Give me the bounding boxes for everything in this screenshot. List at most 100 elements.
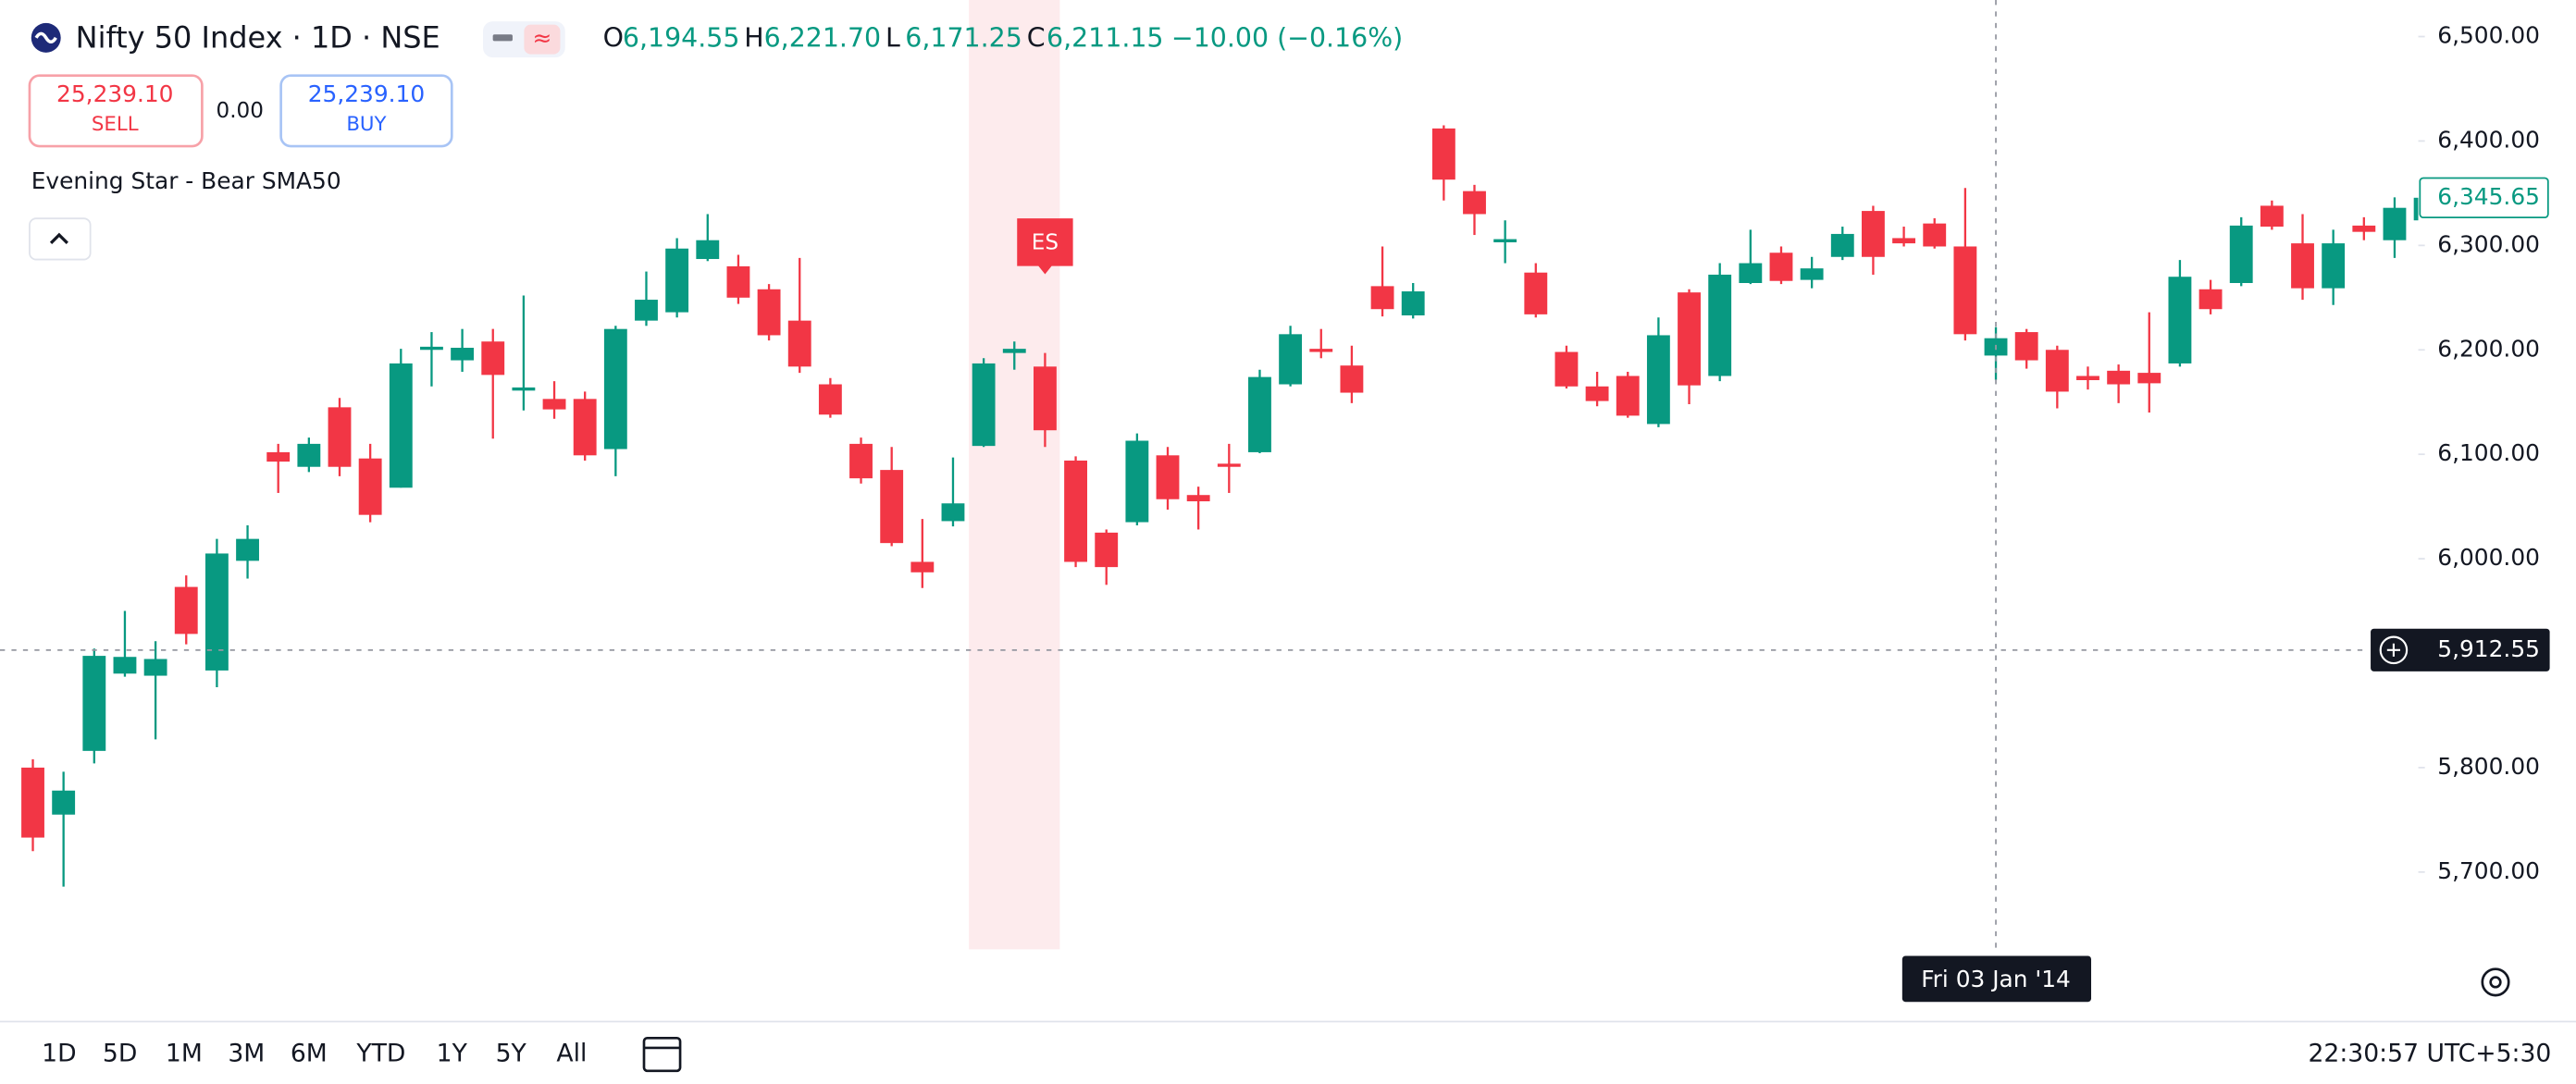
range-button[interactable]: 1M bbox=[166, 1040, 203, 1068]
add-alert-icon bbox=[2379, 635, 2409, 665]
candle-body bbox=[52, 790, 76, 815]
ohlc-key: H bbox=[744, 23, 763, 54]
candle-body bbox=[1524, 272, 1548, 314]
y-tick-label: 6,500.00 bbox=[2437, 22, 2540, 49]
ohlc-value: 6,194.55 bbox=[623, 23, 739, 54]
candle-body bbox=[1769, 253, 1793, 281]
pattern-band bbox=[969, 0, 1060, 950]
crosshair-date-box bbox=[1901, 955, 2092, 1003]
y-tick-label: 5,700.00 bbox=[2437, 857, 2540, 884]
last-price-box bbox=[2419, 177, 2549, 218]
candle-body bbox=[1892, 238, 1916, 244]
range-button[interactable]: 1D bbox=[42, 1040, 76, 1068]
candle-body bbox=[1309, 349, 1333, 352]
candle-body bbox=[1431, 128, 1455, 180]
candle-body bbox=[2260, 205, 2284, 228]
candle-body bbox=[2168, 277, 2192, 363]
settings-button[interactable] bbox=[2481, 967, 2510, 997]
candle-body bbox=[787, 320, 811, 367]
candle-body bbox=[328, 407, 352, 467]
compare-glyph: ≈ bbox=[533, 25, 552, 52]
candle-body bbox=[358, 458, 382, 515]
y-tick-label: 6,200.00 bbox=[2437, 335, 2540, 362]
candle-body bbox=[1862, 211, 1885, 257]
indicator-label[interactable]: Evening Star - Bear SMA50 bbox=[31, 167, 341, 194]
candle-body bbox=[1463, 191, 1486, 215]
candle-body bbox=[1953, 246, 1977, 335]
add-alert-plus bbox=[2386, 643, 2401, 657]
y-tick-label: 6,300.00 bbox=[2437, 230, 2540, 257]
range-button[interactable]: YTD bbox=[355, 1040, 405, 1068]
ohlc-key: C bbox=[1027, 23, 1046, 54]
range-button[interactable]: 5Y bbox=[496, 1040, 527, 1068]
candle-body bbox=[1248, 376, 1271, 452]
chevron-icon bbox=[49, 232, 68, 244]
candle-body bbox=[910, 561, 935, 573]
candle-body bbox=[1125, 440, 1149, 523]
candle-body bbox=[174, 586, 198, 634]
candle-body bbox=[2076, 376, 2099, 381]
candle-body bbox=[1370, 286, 1394, 310]
symbol-title[interactable]: Nifty 50 Index · 1D · NSE bbox=[76, 20, 440, 55]
candle-body bbox=[757, 289, 781, 336]
collapse-button[interactable] bbox=[29, 217, 92, 261]
settings-icon bbox=[2489, 976, 2502, 989]
logo-mark bbox=[34, 31, 57, 44]
candle-body bbox=[2322, 243, 2346, 289]
ohlc-value: 6,211.15 bbox=[1046, 23, 1163, 54]
ohlc-key: O bbox=[603, 23, 624, 54]
range-toolbar: 1D 5D 1M 3M 6M YTD 1Y 5Y All bbox=[42, 1040, 587, 1068]
range-button[interactable]: 6M bbox=[291, 1040, 328, 1068]
ohlc-legend: O6,194.55 H 6,221.70 L 6,171.25 C 6,211.15 −10.… bbox=[603, 23, 1404, 54]
candle-body bbox=[1279, 334, 1303, 385]
y-tick-label: 6,400.00 bbox=[2437, 126, 2540, 153]
collapse-icon bbox=[492, 34, 513, 42]
ohlc-value: 6,171.25 bbox=[905, 23, 1022, 54]
plot-area: Oct8142125Nov81421Dec612182413172ES bbox=[21, 0, 2419, 950]
candle-body bbox=[818, 384, 842, 415]
candle-body bbox=[849, 443, 873, 479]
candle-body bbox=[1830, 233, 1854, 257]
date-range-button[interactable] bbox=[642, 1036, 682, 1073]
candle-body bbox=[143, 659, 167, 676]
candle-body bbox=[972, 363, 996, 447]
range-button[interactable]: 3M bbox=[228, 1040, 265, 1068]
candle-body bbox=[297, 443, 321, 467]
y-tick-label: 5,800.00 bbox=[2437, 753, 2540, 780]
candle-body bbox=[1401, 291, 1425, 316]
range-button[interactable]: 5D bbox=[103, 1040, 137, 1068]
y-tick-label: 6,100.00 bbox=[2437, 439, 2540, 466]
spread: 0.00 bbox=[217, 99, 264, 123]
last-price-label: 6,345.65 bbox=[2437, 183, 2540, 210]
candle-body bbox=[1217, 463, 1241, 467]
candle-body bbox=[2137, 373, 2161, 384]
candle-body bbox=[1678, 292, 1701, 386]
candle-body bbox=[1156, 455, 1180, 499]
candle-body bbox=[1585, 386, 1609, 401]
candle-body bbox=[635, 300, 658, 321]
range-button[interactable]: 1Y bbox=[437, 1040, 468, 1068]
candle-body bbox=[1616, 376, 1640, 416]
candle-body bbox=[941, 503, 965, 522]
candle-body bbox=[1554, 351, 1579, 387]
pattern-label: ES bbox=[1032, 230, 1059, 254]
candle-body bbox=[266, 451, 291, 462]
range-button[interactable]: All bbox=[556, 1040, 587, 1068]
y-tick-label: 6,000.00 bbox=[2437, 544, 2540, 571]
candle-body bbox=[2229, 225, 2253, 283]
candle-body bbox=[2413, 197, 2419, 221]
candle-body bbox=[1033, 366, 1057, 431]
candle-body bbox=[2383, 207, 2407, 240]
candle-body bbox=[2352, 225, 2376, 232]
candle-body bbox=[696, 240, 720, 260]
clock: 22:30:57 UTC+5:30 bbox=[2308, 1040, 2551, 1068]
candle-body bbox=[726, 265, 750, 298]
candle-body bbox=[1708, 274, 1732, 376]
sell-button[interactable] bbox=[28, 74, 204, 148]
buy-button[interactable] bbox=[279, 74, 453, 148]
candle-body bbox=[1800, 268, 1824, 280]
pattern-marker bbox=[1017, 218, 1073, 275]
candle-body bbox=[82, 656, 106, 751]
